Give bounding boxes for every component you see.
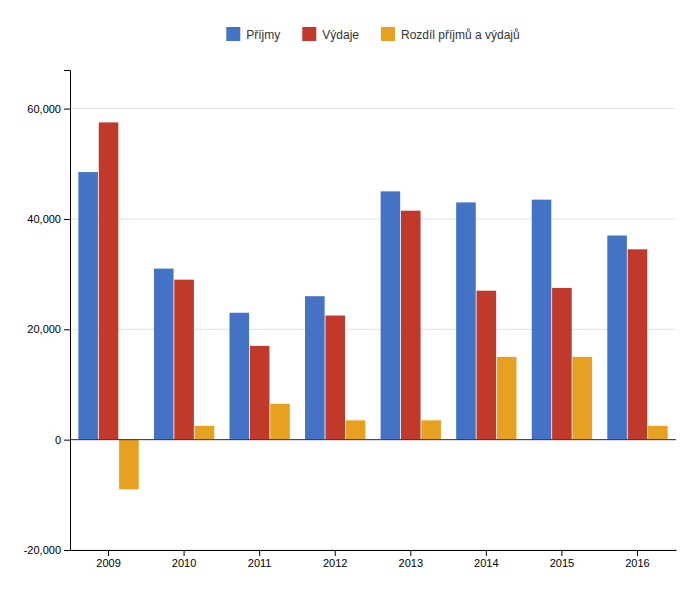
x-axis-line xyxy=(71,550,677,551)
bar xyxy=(99,122,119,439)
legend-label: Rozdíl příjmů a výdajů xyxy=(401,28,520,42)
bar xyxy=(552,288,572,440)
bar xyxy=(305,296,325,439)
bar xyxy=(195,426,215,440)
bar xyxy=(154,269,174,440)
legend-item: Výdaje xyxy=(302,27,359,42)
y-tick-label: 60,000 xyxy=(27,103,61,115)
plot-area: -20,000020,00040,00060,00020092010201120… xyxy=(24,71,677,569)
x-tick-mark xyxy=(486,550,487,556)
x-tick-mark xyxy=(259,550,260,556)
x-tick: 2015 xyxy=(550,550,574,569)
legend-swatch xyxy=(381,27,395,41)
x-tick-label: 2010 xyxy=(172,557,196,569)
bar xyxy=(250,346,270,440)
x-tick-mark xyxy=(410,550,411,556)
grid-line xyxy=(70,108,676,109)
bar xyxy=(119,440,139,490)
x-tick-label: 2015 xyxy=(550,557,574,569)
bar xyxy=(78,172,98,440)
chart-svg: -20,000020,00040,00060,00020092010201120… xyxy=(0,0,700,600)
bar xyxy=(477,291,497,440)
bar xyxy=(381,191,401,439)
x-tick-mark xyxy=(184,550,185,556)
y-tick-label: -20,000 xyxy=(24,544,61,556)
y-tick-label: 20,000 xyxy=(27,323,61,335)
bar xyxy=(174,280,194,440)
bar xyxy=(628,249,648,439)
y-axis: -20,000 0 20,000 40,000 60,000 xyxy=(24,71,71,557)
legend-label: Výdaje xyxy=(322,28,359,42)
x-axis: 2009 2010 2011 2012 2013 2014 2015 2016 xyxy=(71,550,677,569)
bar xyxy=(648,426,668,440)
x-tick: 2010 xyxy=(172,550,196,569)
x-tick-mark xyxy=(637,550,638,556)
bar-series xyxy=(78,172,626,440)
bar xyxy=(270,404,290,440)
x-tick-mark xyxy=(561,550,562,556)
legend-swatch xyxy=(226,27,240,41)
y-tick: 20,000 xyxy=(27,323,70,335)
grid-line xyxy=(70,550,676,551)
y-tick-mark xyxy=(64,219,70,220)
grid-line xyxy=(70,218,676,219)
bar xyxy=(532,200,552,440)
zero-line xyxy=(70,439,676,440)
bar xyxy=(325,316,345,440)
grid-line xyxy=(70,439,676,440)
legend-item: Rozdíl příjmů a výdajů xyxy=(381,27,520,42)
x-tick-label: 2013 xyxy=(399,557,423,569)
y-tick: 0 xyxy=(55,434,70,446)
y-axis-line xyxy=(64,71,71,551)
x-tick-label: 2016 xyxy=(625,557,649,569)
y-tick-mark xyxy=(64,109,70,110)
x-tick: 2011 xyxy=(248,550,272,569)
bar xyxy=(421,420,441,439)
bar-series xyxy=(119,357,667,489)
x-tick-mark xyxy=(108,550,109,556)
y-tick-label: 0 xyxy=(55,434,61,446)
x-tick: 2012 xyxy=(323,550,347,569)
x-tick-mark xyxy=(335,550,336,556)
y-tick-mark xyxy=(64,550,70,551)
y-tick: 40,000 xyxy=(27,213,70,225)
bar xyxy=(346,420,366,439)
bar xyxy=(607,236,627,440)
x-tick-label: 2009 xyxy=(96,557,120,569)
bar xyxy=(573,357,593,440)
x-tick-label: 2014 xyxy=(474,557,498,569)
x-tick: 2013 xyxy=(399,550,423,569)
x-tick: 2014 xyxy=(474,550,498,569)
y-tick-mark xyxy=(64,440,70,441)
y-tick: -20,000 xyxy=(24,544,70,556)
x-tick-label: 2012 xyxy=(323,557,347,569)
y-tick-label: 40,000 xyxy=(27,213,61,225)
x-tick: 2016 xyxy=(625,550,649,569)
y-tick: 60,000 xyxy=(27,103,70,115)
bar xyxy=(456,202,476,439)
grid xyxy=(70,109,676,550)
legend-item: Příjmy xyxy=(226,27,280,42)
bar xyxy=(229,313,249,440)
legend-swatch xyxy=(302,27,316,41)
chart-container: -20,000020,00040,00060,00020092010201120… xyxy=(0,0,700,600)
bars xyxy=(78,122,667,489)
x-tick-label: 2011 xyxy=(248,557,272,569)
bar xyxy=(497,357,517,440)
x-tick: 2009 xyxy=(96,550,120,569)
legend: Příjmy Výdaje Rozdíl příjmů a výdajů xyxy=(226,27,519,42)
bar-series xyxy=(99,122,647,439)
bar xyxy=(401,211,421,440)
legend-label: Příjmy xyxy=(246,28,280,42)
y-tick-mark xyxy=(64,329,70,330)
